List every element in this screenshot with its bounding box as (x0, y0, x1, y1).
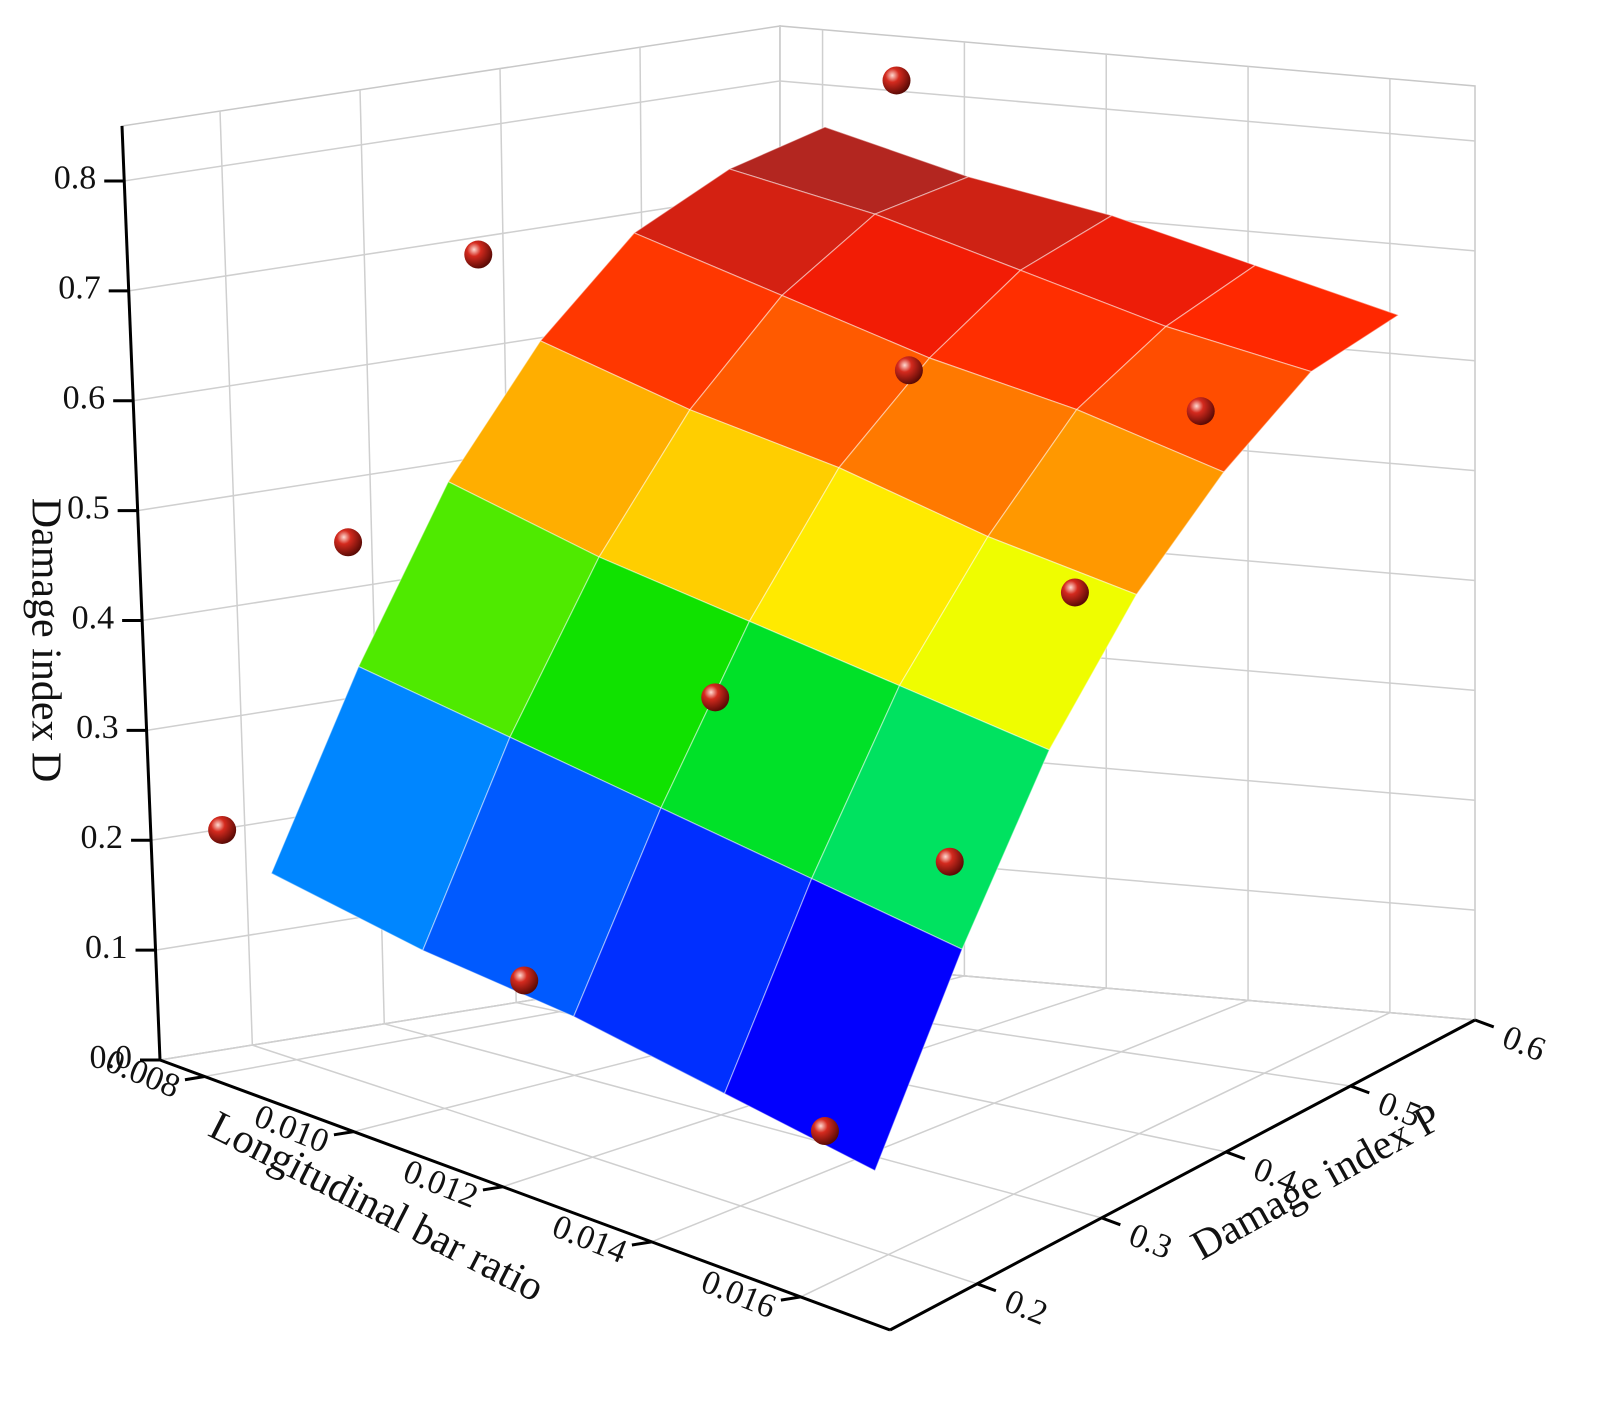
x-tick-mark (780, 1295, 801, 1302)
z-tick-label: 0.0 (90, 1039, 133, 1076)
data-point (208, 815, 237, 844)
y-axis (889, 1018, 1476, 1332)
y-tick-mark (1350, 1084, 1370, 1095)
z-tick-label: 0.3 (76, 709, 119, 746)
data-point (882, 66, 911, 95)
y-tick-mark (1474, 1018, 1495, 1029)
z-tick-label: 0.2 (81, 819, 124, 856)
data-point (894, 356, 923, 385)
data-point (510, 966, 539, 995)
y-tick-mark (976, 1282, 997, 1293)
z-tick-label: 0.6 (63, 380, 106, 417)
x-tick-mark (482, 1185, 503, 1192)
z-tick-label: 0.1 (85, 929, 128, 966)
x-axis (159, 1058, 891, 1332)
grid-line (651, 999, 1249, 1243)
z-tick-label: 0.8 (54, 160, 97, 197)
grid-line (124, 80, 781, 182)
y-tick-label: 0.3 (1124, 1217, 1177, 1267)
data-point (935, 847, 964, 876)
y-tick-mark (1101, 1216, 1121, 1227)
z-axis (120, 125, 162, 1061)
data-point (810, 1117, 839, 1146)
y-tick-label: 0.6 (1497, 1019, 1550, 1069)
data-point (1186, 397, 1215, 426)
y-tick-mark (1225, 1150, 1246, 1161)
x-tick-mark (631, 1240, 652, 1247)
z-tick-label: 0.4 (72, 599, 115, 636)
grid-line (800, 1011, 1391, 1298)
z-tick-label: 0.7 (58, 270, 101, 307)
z-axis-title: Damage index D (22, 498, 68, 783)
x-tick-mark (184, 1075, 205, 1082)
y-tick-label: 0.2 (999, 1283, 1052, 1333)
data-point (334, 528, 363, 557)
z-tick-label: 0.5 (67, 489, 110, 526)
data-point (464, 240, 493, 269)
data-point (701, 683, 730, 712)
surface-cell (986, 408, 1225, 596)
x-tick-mark (333, 1130, 354, 1137)
data-point (1060, 578, 1089, 607)
grid-line (384, 1023, 1102, 1219)
grid-line (219, 111, 254, 1046)
grid-line (252, 1044, 978, 1285)
grid-line (128, 190, 781, 292)
